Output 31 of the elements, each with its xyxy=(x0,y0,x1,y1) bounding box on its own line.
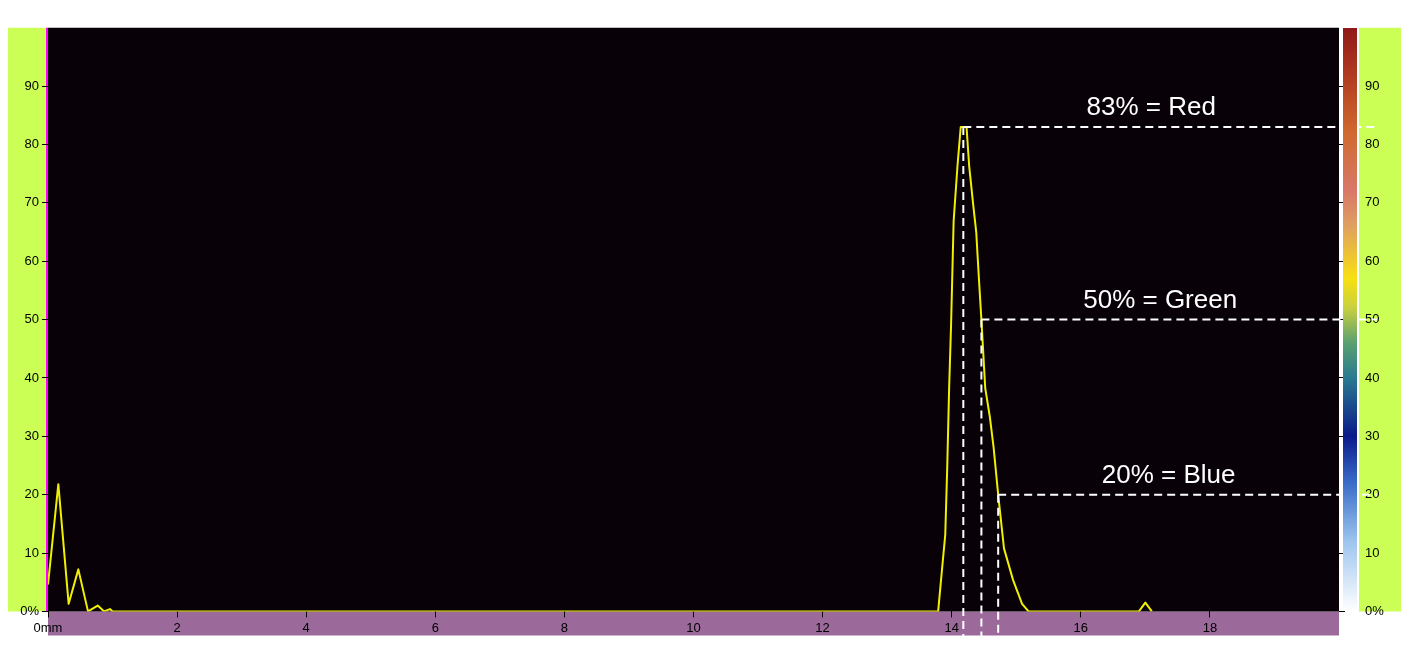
y2-tick-label: 70 xyxy=(1365,194,1380,210)
y2-tick-label: 20 xyxy=(1365,486,1380,502)
ref-line-label: 20% = Blue xyxy=(1101,458,1236,489)
y2-tick-label: 30 xyxy=(1365,427,1380,443)
y2-tick-label: 40 xyxy=(1365,369,1380,385)
y2-tick-label: 90 xyxy=(1365,77,1380,93)
y2-tick-label: 80 xyxy=(1365,136,1380,152)
x-tick-label: 4 xyxy=(302,619,310,635)
x-tick-label: 10 xyxy=(686,619,701,635)
y2-tick-label: 50 xyxy=(1365,311,1380,327)
x-tick-label: 2 xyxy=(173,619,181,635)
x-tick-label: 18 xyxy=(1202,619,1218,635)
y2-tick-label: 10 xyxy=(1365,544,1380,560)
ref-line-label: 50% = Green xyxy=(1083,283,1238,314)
y-tick-label: 60 xyxy=(24,252,39,268)
y-tick-label: 50 xyxy=(24,311,39,327)
x-tick-label: 12 xyxy=(815,619,830,635)
x-tick-label: 8 xyxy=(560,619,569,635)
x-tick-label: 0mm xyxy=(33,619,63,635)
ref-line-label: 83% = Red xyxy=(1086,91,1216,122)
y-tick-label: 70 xyxy=(24,194,39,210)
y2-tick-label: 60 xyxy=(1365,252,1380,268)
y-tick-label: 80 xyxy=(24,136,39,152)
y-tick-label: 10 xyxy=(24,544,39,560)
y-tick-label: 90 xyxy=(24,77,39,93)
x-tick-label: 6 xyxy=(431,619,439,635)
y-tick-label: 40 xyxy=(24,369,39,385)
y-tick-label: 30 xyxy=(24,427,39,443)
x-tick-label: 16 xyxy=(1073,619,1089,635)
x-tick-label: 14 xyxy=(944,619,959,635)
y-tick-label: 20 xyxy=(24,486,39,502)
